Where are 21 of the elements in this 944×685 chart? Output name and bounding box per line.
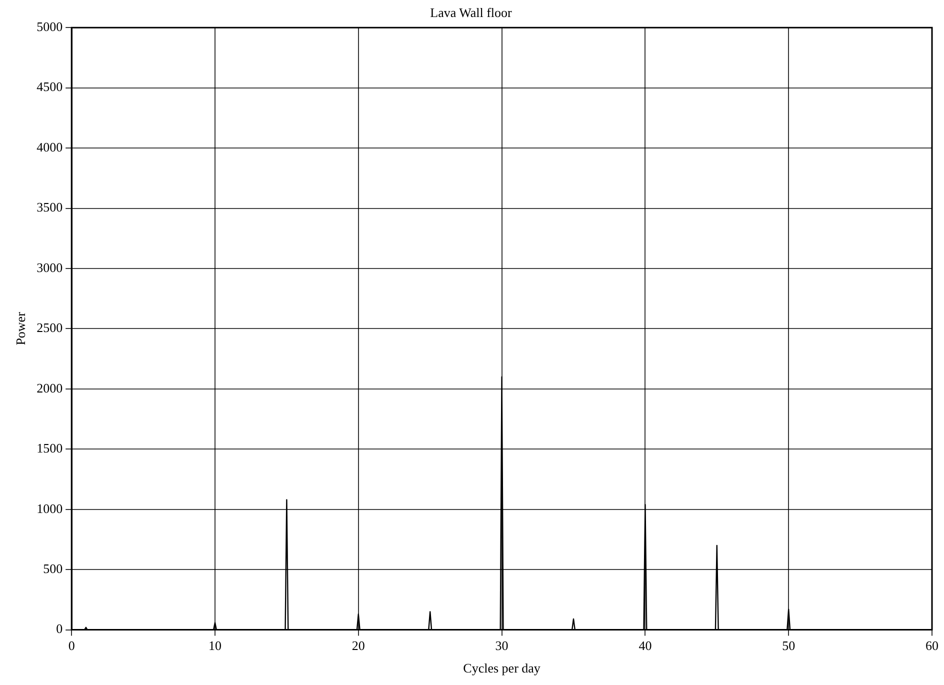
y-tick-label: 1500 [36, 440, 63, 456]
y-tick-label: 5000 [36, 19, 63, 34]
x-tick-label: 20 [352, 638, 365, 654]
x-tick-label: 10 [208, 638, 222, 654]
chart-title: Lava Wall floor [430, 5, 513, 20]
x-tick-label: 50 [782, 638, 796, 654]
y-tick-label: 500 [43, 561, 63, 576]
y-tick-label: 0 [56, 621, 63, 636]
y-axis-title: Power [13, 311, 28, 346]
y-tick-label: 2500 [36, 320, 63, 336]
x-tick-label: 30 [495, 638, 508, 654]
y-tick-label: 3000 [36, 260, 63, 275]
y-tick-label: 1000 [36, 500, 63, 516]
y-tick-label: 4500 [36, 79, 63, 94]
x-tick-label: 40 [638, 638, 652, 654]
y-tick-label: 3500 [36, 200, 63, 215]
y-tick-label: 2000 [36, 380, 63, 396]
x-tick-label: 60 [926, 638, 938, 654]
x-axis-title: Cycles per day [463, 660, 541, 676]
y-tick-label: 4000 [36, 139, 63, 154]
x-tick-label: 0 [68, 638, 75, 654]
